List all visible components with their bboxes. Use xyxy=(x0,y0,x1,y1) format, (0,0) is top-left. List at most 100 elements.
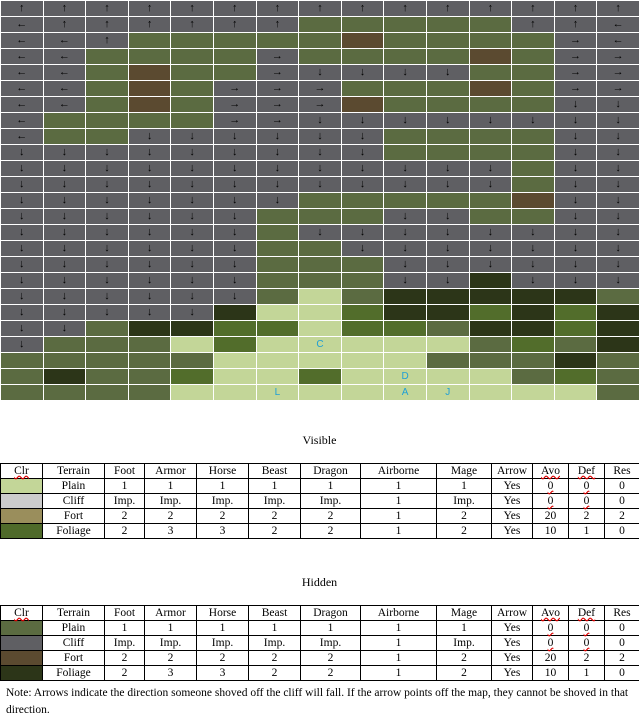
map-tile xyxy=(383,352,427,369)
fall-arrow: ↓ xyxy=(127,304,172,321)
table-cell: Plain xyxy=(42,620,105,636)
fall-arrow: ↓ xyxy=(383,240,427,257)
table-cell: 1 xyxy=(104,478,145,494)
fall-arrow: ↑ xyxy=(340,0,385,17)
fall-arrow: ↓ xyxy=(511,240,555,257)
fall-arrow: ↓ xyxy=(42,144,87,161)
fall-arrow: ↓ xyxy=(255,160,300,177)
map-row: ← ← → → → → → xyxy=(0,80,639,97)
table-cell: 1 xyxy=(300,620,361,636)
fall-arrow: ↓ xyxy=(553,176,598,193)
fall-arrow: ↓ xyxy=(212,144,257,161)
fall-arrow: ↓ xyxy=(298,128,342,145)
column-header: Horse xyxy=(196,463,249,479)
table-cell: 2 xyxy=(604,508,639,524)
map-tile xyxy=(553,304,598,321)
column-header: Beast xyxy=(248,605,301,621)
map-tile xyxy=(298,320,342,337)
map-tile xyxy=(298,304,342,321)
map-tile xyxy=(170,32,214,49)
table-cell: 1 xyxy=(360,508,437,524)
fall-arrow: ↓ xyxy=(170,192,214,209)
fall-arrow: ↓ xyxy=(42,160,87,177)
map-tile xyxy=(468,32,513,49)
map-tile xyxy=(170,112,214,129)
map-tile xyxy=(553,352,598,369)
fall-arrow: ↑ xyxy=(383,0,427,17)
table-cell: 0 xyxy=(604,493,639,509)
fall-arrow: ↓ xyxy=(425,112,470,129)
map-tile xyxy=(127,336,172,353)
fall-arrow: ↓ xyxy=(553,224,598,241)
column-header: Res xyxy=(604,605,639,621)
fall-arrow: ↓ xyxy=(170,256,214,273)
table-cell: 1 xyxy=(196,478,249,494)
fall-arrow: ↓ xyxy=(212,224,257,241)
fall-arrow: ↓ xyxy=(212,128,257,145)
map-tile xyxy=(298,48,342,65)
fall-arrow: ↓ xyxy=(383,112,427,129)
table-cell: Yes xyxy=(491,478,533,494)
map-tile xyxy=(511,320,555,337)
fall-arrow: ↓ xyxy=(553,272,598,289)
map-tile xyxy=(468,368,513,385)
table-cell: 0 xyxy=(604,523,639,539)
fall-arrow: ↓ xyxy=(0,160,44,177)
map-tile xyxy=(298,208,342,225)
map-tile xyxy=(170,80,214,97)
map-tile xyxy=(553,320,598,337)
map-tile xyxy=(170,96,214,113)
map-tile xyxy=(298,288,342,305)
table-cell: 2 xyxy=(300,523,361,539)
fall-arrow: ↓ xyxy=(212,160,257,177)
map-tile xyxy=(383,288,427,305)
table-cell: Foliage xyxy=(42,665,105,681)
fall-arrow: ↓ xyxy=(0,192,44,209)
column-header: Airborne xyxy=(360,463,437,479)
table-cell: 1 xyxy=(104,620,145,636)
terrain-row: Plain 1 1 1 1 1 1 1 Yes 0 0 0 xyxy=(0,478,639,494)
table-cell: 1 xyxy=(360,650,437,666)
map-tile xyxy=(596,336,639,353)
map-tile xyxy=(212,304,257,321)
fall-arrow: ← xyxy=(0,96,44,113)
fall-arrow: ↓ xyxy=(383,208,427,225)
map-tile xyxy=(212,32,257,49)
map-tile xyxy=(468,272,513,289)
map-tile xyxy=(596,320,639,337)
fall-arrow: ↓ xyxy=(85,256,129,273)
color-swatch xyxy=(0,635,43,651)
column-header: Foot xyxy=(104,463,145,479)
map-tile xyxy=(425,288,470,305)
map-tile xyxy=(212,336,257,353)
map-tile xyxy=(42,368,87,385)
table-cell: 10 xyxy=(532,523,569,539)
fall-arrow: ↓ xyxy=(596,96,639,113)
fall-arrow: ↓ xyxy=(383,64,427,81)
fall-arrow: ↓ xyxy=(468,160,513,177)
map-tile xyxy=(425,128,470,145)
fall-arrow: ↓ xyxy=(340,112,385,129)
map-row: ↓ ↓ ↓ ↓ ↓ ↓ xyxy=(0,288,639,305)
terrain-row: Plain 1 1 1 1 1 1 1 Yes 0 0 0 xyxy=(0,620,639,636)
fall-arrow: ↓ xyxy=(127,128,172,145)
fall-arrow: ↓ xyxy=(170,288,214,305)
map-tile xyxy=(340,16,385,33)
map-tile xyxy=(0,368,44,385)
table-cell: 2 xyxy=(248,508,301,524)
map-tile xyxy=(340,336,385,353)
fall-arrow: ↓ xyxy=(298,224,342,241)
fall-arrow: ↓ xyxy=(383,176,427,193)
fall-arrow: ↓ xyxy=(553,144,598,161)
map-tile xyxy=(468,96,513,113)
fall-arrow: ↑ xyxy=(212,0,257,17)
map-tile xyxy=(340,352,385,369)
fall-arrow: ↓ xyxy=(553,160,598,177)
map-tile xyxy=(425,352,470,369)
fall-arrow: ↓ xyxy=(127,288,172,305)
fall-arrow: ↓ xyxy=(596,144,639,161)
color-swatch xyxy=(0,665,43,681)
table-cell: 2 xyxy=(300,650,361,666)
table-cell: 2 xyxy=(436,665,492,681)
fall-arrow: ↓ xyxy=(170,272,214,289)
